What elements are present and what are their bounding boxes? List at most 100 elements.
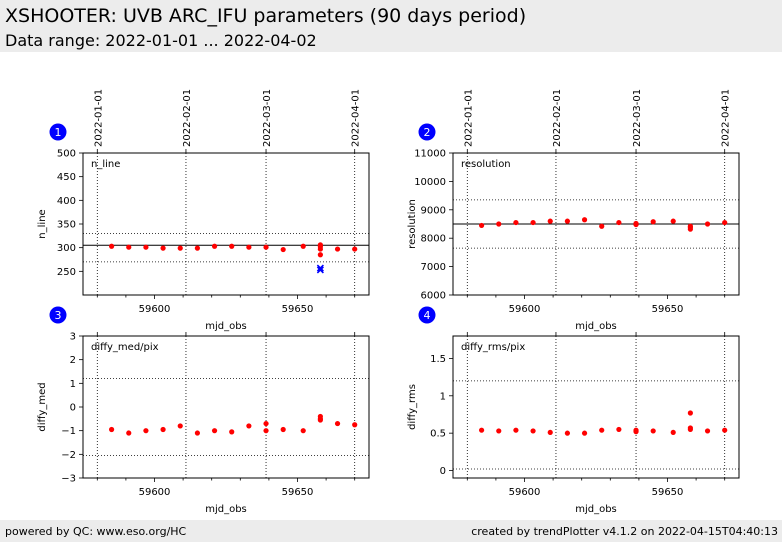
report-header: XSHOOTER: UVB ARC_IFU parameters (90 day… — [0, 0, 782, 52]
x-axis-label: mjd_obs — [205, 321, 247, 332]
y-tick-label: 0 — [70, 403, 76, 414]
y-tick-label: 400 — [57, 196, 76, 207]
panel-badge-number: 3 — [55, 309, 62, 322]
data-point — [194, 245, 200, 251]
y-tick-label: 8000 — [421, 234, 446, 245]
y-tick-label: 0.5 — [430, 429, 446, 440]
parameter-label: diffy_rms/pix — [461, 342, 525, 353]
panel-badge — [418, 306, 436, 324]
data-point — [211, 428, 218, 434]
data-point — [143, 244, 149, 250]
panel-badge-number: 1 — [55, 126, 62, 139]
panel-badge — [49, 123, 67, 141]
y-tick-label: 1 — [440, 391, 446, 402]
y-tick-label: 1 — [70, 379, 76, 390]
data-point — [633, 221, 639, 228]
data-point — [143, 428, 149, 434]
data-point — [581, 430, 588, 436]
data-point — [246, 244, 252, 250]
data-point — [280, 426, 286, 433]
date-tick-label: 2022-01-01 — [463, 89, 474, 147]
y-axis-label: n_line — [37, 209, 48, 238]
data-point — [564, 430, 571, 436]
y-tick-label: 300 — [57, 243, 76, 254]
y-tick-label: 1.5 — [430, 354, 446, 365]
data-point — [160, 426, 166, 433]
y-tick-label: −2 — [61, 450, 76, 461]
data-point — [479, 427, 485, 433]
data-point — [126, 430, 132, 436]
date-tick-label: 2022-03-01 — [262, 89, 273, 147]
x-tick-label: 59600 — [509, 487, 541, 498]
data-point — [300, 428, 306, 434]
data-point — [687, 410, 693, 416]
x-tick-label: 59600 — [139, 304, 171, 315]
y-tick-label: −3 — [61, 474, 76, 485]
data-point — [547, 218, 553, 224]
data-point — [211, 243, 218, 249]
data-point — [334, 246, 341, 252]
data-point — [280, 246, 286, 253]
date-tick-label: 2022-01-01 — [93, 89, 104, 147]
report-footer: powered by QC: www.eso.org/HC created by… — [0, 520, 782, 542]
panel-badge-number: 2 — [424, 126, 431, 139]
data-point — [581, 217, 588, 223]
parameter-label: diffy_med/pix — [91, 342, 159, 353]
data-point — [704, 221, 711, 227]
data-point — [687, 223, 693, 229]
data-point — [513, 427, 519, 433]
y-tick-label: 250 — [57, 267, 76, 278]
data-point — [599, 223, 605, 229]
y-tick-label: 6000 — [421, 291, 446, 302]
date-tick-label: 2022-02-01 — [552, 89, 563, 147]
footer-powered-by: powered by QC: www.eso.org/HC — [5, 525, 187, 538]
date-tick-label: 2022-02-01 — [182, 89, 193, 147]
data-point — [496, 221, 502, 227]
data-point — [126, 244, 132, 250]
x-axis-label: mjd_obs — [575, 504, 617, 515]
outlier-point — [316, 264, 324, 272]
y-tick-label: 10000 — [414, 177, 446, 188]
data-point — [722, 427, 728, 433]
data-point — [246, 423, 252, 429]
data-point — [616, 219, 622, 226]
data-point — [229, 243, 235, 249]
y-tick-label: 11000 — [414, 149, 446, 160]
y-tick-label: 3 — [70, 332, 76, 343]
parameter-label: resolution — [461, 159, 511, 170]
data-point — [650, 428, 656, 434]
data-point — [547, 429, 553, 436]
data-point — [263, 428, 269, 434]
footer-created-by: created by trendPlotter v4.1.2 on 2022-0… — [471, 525, 778, 538]
x-tick-label: 59600 — [139, 487, 171, 498]
y-tick-label: 2 — [70, 355, 76, 366]
data-point — [670, 429, 676, 436]
parameter-label: n_line — [91, 159, 120, 170]
data-point — [300, 243, 306, 249]
data-point — [479, 222, 485, 229]
data-point — [160, 245, 166, 251]
date-tick-label: 2022-03-01 — [632, 89, 643, 147]
data-point — [599, 427, 605, 433]
data-point — [564, 218, 571, 224]
y-tick-label: 350 — [57, 220, 76, 231]
data-point — [633, 427, 639, 433]
report-date-range: Data range: 2022-01-01 ... 2022-04-02 — [5, 31, 317, 50]
x-tick-label: 59650 — [282, 487, 314, 498]
date-tick-label: 2022-04-01 — [351, 89, 362, 147]
data-point — [109, 243, 115, 249]
data-point — [317, 242, 323, 248]
x-tick-label: 59650 — [652, 304, 684, 315]
x-axis-label: mjd_obs — [575, 321, 617, 332]
y-tick-label: 450 — [57, 172, 76, 183]
report-title: XSHOOTER: UVB ARC_IFU parameters (90 day… — [5, 5, 527, 27]
y-axis-label: diffy_med — [37, 382, 48, 431]
data-point — [352, 422, 358, 428]
data-point — [670, 218, 676, 224]
y-tick-label: 500 — [57, 149, 76, 160]
data-point — [194, 430, 200, 436]
data-point — [177, 245, 183, 251]
x-tick-label: 59600 — [509, 304, 541, 315]
outlier-point — [316, 266, 324, 274]
